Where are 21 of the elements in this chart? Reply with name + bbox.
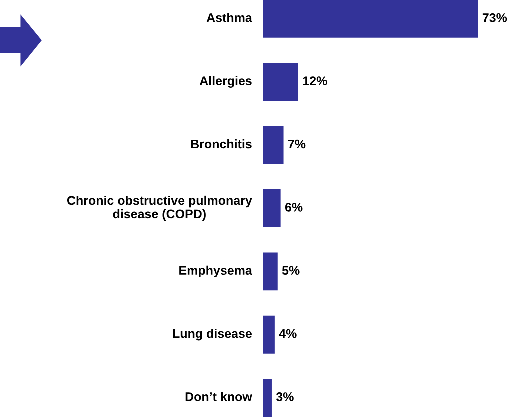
y-tick-label: Emphysema bbox=[180, 266, 252, 278]
bar bbox=[263, 0, 478, 38]
y-tick-label: Chronic obstructive pulmonary disease (COPD) bbox=[67, 196, 252, 222]
bar bbox=[263, 379, 272, 417]
data-label: 3% bbox=[276, 392, 294, 402]
y-tick-label: Asthma bbox=[206, 13, 252, 22]
data-label: 6% bbox=[285, 203, 303, 212]
bar bbox=[263, 126, 284, 164]
bar bbox=[263, 190, 281, 228]
bar bbox=[263, 252, 278, 291]
data-label: 5% bbox=[282, 266, 300, 276]
data-label: 12% bbox=[303, 76, 328, 86]
y-tick-label: Don’t know bbox=[186, 392, 252, 402]
bar bbox=[263, 316, 275, 354]
y-tick-label: Allergies bbox=[200, 76, 252, 88]
data-label: 73% bbox=[482, 13, 508, 22]
y-tick-label: Lung disease bbox=[173, 329, 252, 341]
bar bbox=[263, 63, 299, 102]
y-tick-label: Bronchitis bbox=[191, 139, 252, 149]
data-label: 4% bbox=[279, 329, 297, 338]
data-label: 7% bbox=[288, 140, 306, 149]
